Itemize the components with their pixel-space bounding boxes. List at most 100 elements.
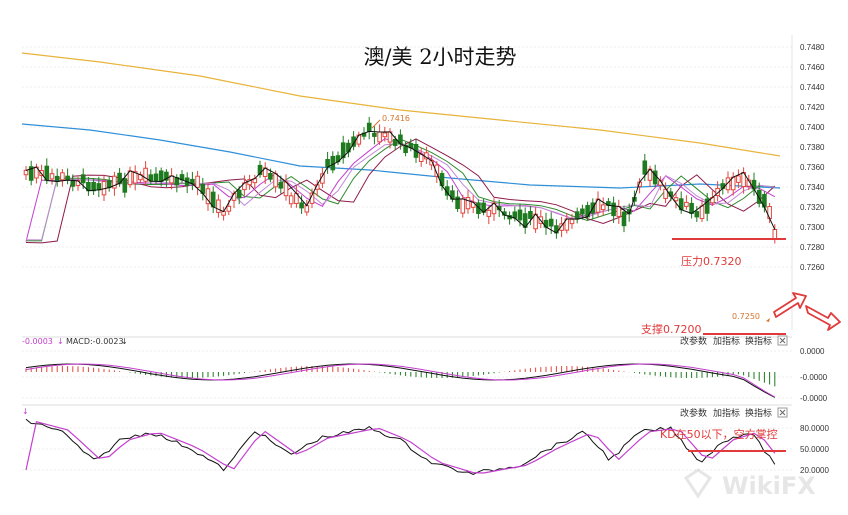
high-marker: 0.7416	[371, 114, 410, 129]
candle-body	[574, 211, 580, 220]
candle-body	[122, 178, 128, 193]
candle-body	[143, 167, 148, 182]
candle-body	[699, 205, 705, 220]
candle-body	[268, 172, 273, 180]
candle-body	[616, 206, 622, 217]
candle-body	[23, 169, 29, 176]
candle-body	[611, 202, 616, 217]
main-y-tick: 0.7420	[800, 103, 825, 112]
kd-switch-indicator-button[interactable]: 换指标	[745, 407, 772, 419]
main-y-tick: 0.7460	[800, 63, 825, 72]
candle-body	[288, 195, 294, 205]
candle-body	[600, 204, 606, 211]
ma-mid-line	[21, 123, 781, 189]
candle-body	[39, 170, 44, 176]
candle-body	[257, 164, 263, 176]
chart-title: 澳/美 2小时走势	[363, 45, 516, 69]
kd-edit-params-button[interactable]: 改参数	[680, 407, 707, 419]
candle-body	[460, 198, 466, 214]
kd-close-icon[interactable]	[777, 407, 788, 418]
down-arrow-icon	[773, 292, 841, 331]
candle-body	[642, 160, 648, 175]
candle-body	[299, 202, 304, 209]
candle-body	[96, 183, 102, 191]
candle-body	[372, 132, 377, 137]
main-y-tick: 0.7380	[800, 143, 825, 152]
candle-body	[673, 197, 679, 202]
macd-y-tick: -0.0000	[800, 373, 828, 382]
macd-edit-params-button[interactable]: 改参数	[680, 335, 707, 347]
main-gridlines	[22, 46, 792, 268]
candle-body	[772, 229, 778, 240]
ma-short-line-a	[25, 138, 775, 242]
candle-body	[382, 132, 388, 138]
main-y-tick: 0.7260	[800, 263, 825, 272]
candle-body	[528, 211, 533, 219]
kd-d-line	[25, 420, 776, 474]
candle-body	[49, 173, 55, 180]
candle-body	[725, 177, 731, 191]
main-y-tick: 0.7340	[800, 183, 825, 192]
candle-body	[60, 172, 65, 181]
kd-y-tick: 80.0000	[800, 424, 829, 433]
candle-body	[304, 205, 310, 213]
candle-body	[736, 175, 741, 183]
kd-arrow: ↓	[22, 407, 29, 416]
main-y-tick: 0.7400	[800, 123, 825, 132]
candle-body	[112, 175, 117, 189]
main-y-tick: 0.7480	[800, 43, 825, 52]
candle-body	[486, 209, 492, 217]
candle-body	[476, 202, 481, 214]
candle-body	[54, 175, 60, 182]
candle-body	[278, 181, 284, 189]
macd-y-tick: 0.0000	[800, 347, 825, 356]
candle-body	[70, 179, 76, 187]
candle-body	[434, 164, 440, 177]
main-y-axis: 0.7480 0.7460 0.7440 0.7420 0.7400 0.7380 0.73…	[800, 43, 825, 272]
candle-body	[704, 198, 710, 214]
watermark-text: WikiFX	[722, 472, 816, 500]
candle-body	[247, 179, 252, 186]
candle-body	[621, 211, 627, 227]
candle-body	[377, 131, 382, 143]
low-label: 0.7250	[732, 312, 760, 321]
candle-body	[91, 181, 96, 192]
candle-body	[236, 189, 242, 199]
kd-y-tick: 50.0000	[800, 445, 829, 454]
kd-add-indicator-button[interactable]: 加指标	[713, 407, 740, 419]
candle-body	[694, 211, 700, 218]
macd-switch-indicator-button[interactable]: 换指标	[745, 335, 772, 347]
main-y-tick: 0.7320	[800, 203, 825, 212]
candle-body	[756, 189, 762, 204]
candle-body	[158, 170, 164, 182]
macd-close-icon[interactable]	[777, 335, 788, 346]
candle-body	[153, 173, 159, 182]
candle-body	[512, 211, 518, 219]
ma-short-line-d	[25, 142, 775, 241]
macd-gridlines	[22, 350, 792, 399]
candle-body	[444, 186, 450, 196]
candle-body	[340, 142, 346, 159]
macd-add-indicator-button[interactable]: 加指标	[713, 335, 740, 347]
candle-body	[273, 173, 278, 188]
watermark: WikiFX	[683, 468, 816, 500]
candle-body	[366, 122, 372, 132]
resistance-label: 压力0.7320	[681, 255, 742, 268]
main-y-tick: 0.7300	[800, 223, 825, 232]
low-marker	[766, 318, 770, 322]
candle-body	[517, 209, 523, 221]
candle-body	[559, 223, 564, 231]
high-label: 0.7416	[382, 114, 410, 123]
support-label: 支撑0.7200	[641, 322, 702, 336]
candle-body	[684, 201, 689, 207]
candle-body	[195, 175, 200, 188]
kd-gridlines	[22, 427, 792, 471]
candle-body	[216, 199, 221, 213]
macd-y-tick: -0.0000	[800, 394, 828, 403]
main-y-tick: 0.7440	[800, 83, 825, 92]
candle-body	[28, 166, 34, 181]
macd-arrow-1: ↓	[57, 337, 64, 346]
candle-body	[403, 144, 408, 154]
candle-body	[455, 196, 460, 210]
